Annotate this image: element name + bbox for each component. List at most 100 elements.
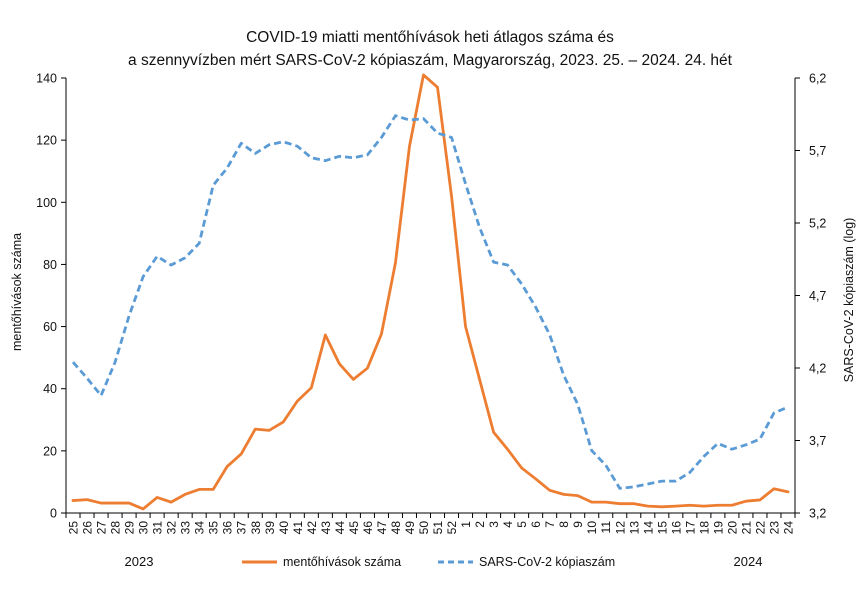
- data-point: [646, 505, 649, 508]
- x-tick-label: 39: [263, 521, 277, 535]
- plot-area: [65, 78, 796, 514]
- data-point: [226, 166, 229, 169]
- data-point: [492, 261, 495, 264]
- data-point: [198, 488, 201, 491]
- data-point: [450, 136, 453, 139]
- data-point: [282, 140, 285, 143]
- data-point: [296, 145, 299, 148]
- data-point: [716, 504, 719, 507]
- left-tick-label: 120: [36, 134, 57, 148]
- data-point: [786, 490, 789, 493]
- data-point: [113, 501, 116, 504]
- data-point: [660, 480, 663, 483]
- data-point: [548, 489, 551, 492]
- data-point: [254, 428, 257, 431]
- data-point: [436, 86, 439, 89]
- data-point: [492, 431, 495, 434]
- x-tick-label: 2: [473, 521, 487, 528]
- x-tick-label: 23: [767, 521, 781, 535]
- x-tick-label: 48: [389, 521, 403, 535]
- data-point: [71, 361, 74, 364]
- x-tick-label: 33: [179, 521, 193, 535]
- data-point: [506, 448, 509, 451]
- x-tick-label: 28: [109, 521, 123, 535]
- data-point: [226, 465, 229, 468]
- data-point: [324, 333, 327, 336]
- x-tick-label: 16: [669, 521, 683, 535]
- data-point: [772, 411, 775, 414]
- data-point: [744, 443, 747, 446]
- data-point: [268, 429, 271, 432]
- x-tick-label: 46: [361, 521, 375, 535]
- data-point: [520, 282, 523, 285]
- right-tick-label: 4,7: [809, 289, 826, 303]
- x-tick-label: 17: [683, 521, 697, 535]
- data-point: [730, 504, 733, 507]
- data-point: [408, 118, 411, 121]
- data-point: [366, 153, 369, 156]
- right-axis-label: SARS-CoV-2 kópiaszám (log): [842, 218, 856, 383]
- x-tick-label: 43: [319, 521, 333, 535]
- data-point: [352, 378, 355, 381]
- year-label-2023: 2023: [125, 554, 154, 569]
- x-tick-label: 36: [221, 521, 235, 535]
- left-tick-label: 60: [43, 320, 57, 334]
- data-point: [632, 485, 635, 488]
- x-tick-label: 49: [403, 521, 417, 535]
- right-y-axis: 3,2 3,7 4,2 4,7 5,2 5,7 6,2: [795, 72, 826, 521]
- x-tick-label: 9: [571, 521, 585, 528]
- data-point: [170, 501, 173, 504]
- x-tick-label: 32: [165, 521, 179, 535]
- data-point: [702, 455, 705, 458]
- data-point: [618, 487, 621, 490]
- right-tick-label: 5,2: [809, 217, 826, 231]
- x-tick-label: 13: [627, 521, 641, 535]
- data-point: [212, 488, 215, 491]
- right-tick-label: 5,7: [809, 144, 826, 158]
- x-tick-label: 47: [375, 521, 389, 535]
- data-point: [85, 498, 88, 501]
- data-point: [674, 480, 677, 483]
- data-point: [688, 504, 691, 507]
- data-point: [744, 500, 747, 503]
- data-point: [562, 374, 565, 377]
- data-point: [338, 362, 341, 365]
- data-point: [786, 406, 789, 409]
- x-tick-label: 40: [277, 521, 291, 535]
- data-point: [590, 449, 593, 452]
- right-tick-label: 6,2: [809, 72, 826, 86]
- data-point: [212, 184, 215, 187]
- right-tick-label: 3,7: [809, 434, 826, 448]
- data-point: [127, 501, 130, 504]
- x-tick-label: 24: [781, 521, 795, 535]
- x-tick-label: 20: [725, 521, 739, 535]
- data-point: [240, 142, 243, 145]
- data-point: [730, 448, 733, 451]
- data-point: [394, 261, 397, 264]
- chart-title-line-2: a szennyvízben mért SARS-CoV-2 kópiaszám…: [128, 52, 733, 69]
- x-tick-label: 37: [235, 521, 249, 535]
- data-point: [520, 466, 523, 469]
- data-point: [156, 496, 159, 499]
- data-point: [184, 256, 187, 259]
- legend-label-sars: SARS-CoV-2 kópiaszám: [479, 555, 615, 569]
- x-tick-label: 3: [487, 521, 501, 528]
- data-point: [604, 501, 607, 504]
- left-tick-label: 140: [36, 72, 57, 86]
- x-tick-label: 52: [445, 521, 459, 535]
- x-tick-label: 50: [417, 521, 431, 535]
- x-tick-label: 12: [613, 521, 627, 535]
- x-tick-label: 41: [291, 521, 305, 535]
- data-point: [660, 505, 663, 508]
- data-point: [268, 143, 271, 146]
- data-point: [422, 117, 425, 120]
- data-point: [380, 136, 383, 139]
- data-point: [296, 400, 299, 403]
- x-tick-label: 27: [95, 521, 109, 535]
- data-point: [506, 263, 509, 266]
- data-point: [310, 386, 313, 389]
- legend-label-mentohivasok: mentőhívások száma: [283, 555, 401, 569]
- legend: mentőhívások száma SARS-CoV-2 kópiaszám: [242, 555, 615, 569]
- data-point: [450, 194, 453, 197]
- x-tick-label: 30: [137, 521, 151, 535]
